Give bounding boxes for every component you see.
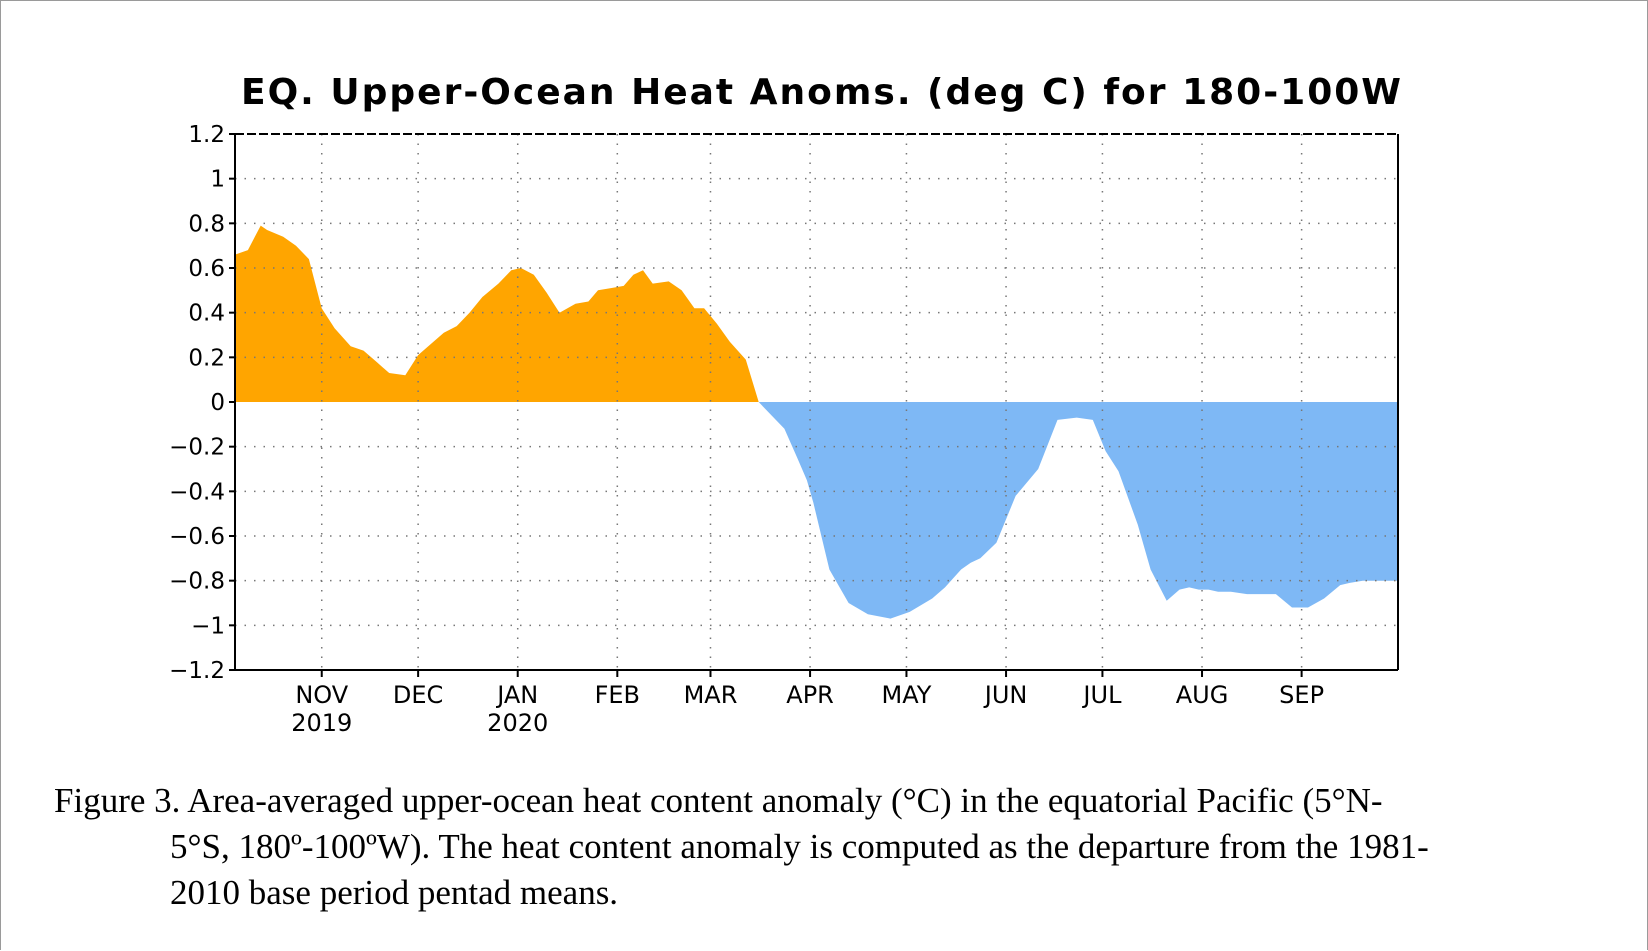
x-tick-label: SEP [1279, 681, 1324, 709]
x-tick-year-label: 2020 [487, 709, 548, 737]
caption-line-2: 5°S, 180º-100ºW). The heat content anoma… [170, 827, 1429, 866]
x-tick-label: JAN [495, 681, 538, 709]
x-tick-label: MAY [881, 681, 931, 709]
caption-line-1: Figure 3. Area-averaged upper-ocean heat… [54, 781, 1383, 820]
y-tick-label: −0.8 [169, 569, 225, 595]
y-tick-label: −0.4 [169, 479, 225, 505]
y-tick-label: −1.2 [169, 658, 225, 684]
y-tick-label: 1.2 [188, 122, 225, 148]
x-tick-year-label: 2019 [291, 709, 352, 737]
y-tick-label: −0.6 [169, 524, 225, 550]
y-tick-label: 0.8 [188, 211, 225, 237]
y-tick-label: 0.4 [188, 301, 225, 327]
x-tick-label: APR [786, 681, 834, 709]
y-tick-label: 0.2 [188, 345, 225, 371]
x-tick-label: FEB [595, 681, 640, 709]
y-tick-label: 0 [210, 390, 225, 416]
y-tick-label: 0.6 [188, 256, 225, 282]
y-tick-label: 1 [210, 167, 225, 193]
x-tick-label: DEC [393, 681, 443, 709]
negative-anomaly-area [235, 402, 1398, 619]
x-tick-label: AUG [1176, 681, 1229, 709]
y-tick-label: −0.2 [169, 435, 225, 461]
x-tick-label: NOV [295, 681, 348, 709]
positive-anomaly-area [235, 225, 1398, 402]
x-tick-label: JUL [1081, 681, 1122, 709]
heat-anomaly-chart: EQ. Upper-Ocean Heat Anoms. (deg C) for … [169, 72, 1403, 737]
y-tick-label: −1 [191, 613, 225, 639]
x-tick-label: JUN [983, 681, 1028, 709]
figure-caption: Figure 3. Area-averaged upper-ocean heat… [54, 778, 1614, 916]
x-tick-label: MAR [684, 681, 738, 709]
caption-line-3: 2010 base period pentad means. [170, 873, 619, 912]
chart-title: EQ. Upper-Ocean Heat Anoms. (deg C) for … [241, 72, 1403, 113]
